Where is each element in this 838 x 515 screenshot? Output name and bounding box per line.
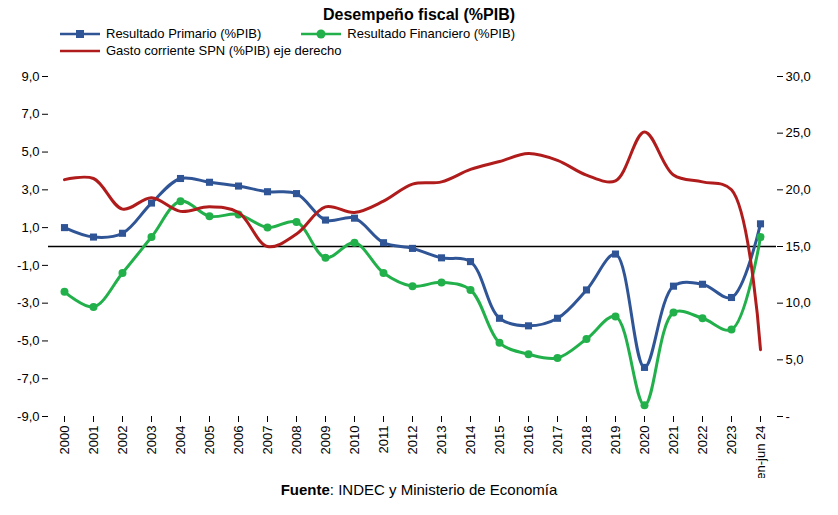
svg-text:2012: 2012 xyxy=(405,426,420,455)
svg-text:-3,0: -3,0 xyxy=(17,295,39,310)
svg-text:-7,0: -7,0 xyxy=(17,371,39,386)
svg-text:2005: 2005 xyxy=(202,426,217,455)
svg-text:2000: 2000 xyxy=(57,426,72,455)
svg-text:2019: 2019 xyxy=(608,426,623,455)
svg-text:10,0: 10,0 xyxy=(786,295,811,310)
svg-text:2002: 2002 xyxy=(115,426,130,455)
svg-text:15,0: 15,0 xyxy=(786,239,811,254)
svg-text:2020: 2020 xyxy=(637,426,652,455)
svg-text:2010: 2010 xyxy=(347,426,362,455)
svg-text:2015: 2015 xyxy=(492,426,507,455)
svg-text:2006: 2006 xyxy=(231,426,246,455)
html-text:Desempeño fiscal (%PIB): Desempeño fiscal (%PIB) xyxy=(323,6,515,23)
svg-text:2004: 2004 xyxy=(173,426,188,455)
svg-text:9,0: 9,0 xyxy=(21,69,39,84)
svg-text:2018: 2018 xyxy=(579,426,594,455)
svg-text:25,0: 25,0 xyxy=(786,125,811,140)
svg-text:2001: 2001 xyxy=(86,426,101,455)
svg-text:en-jun 24: en-jun 24 xyxy=(753,426,768,479)
svg-text:7,0: 7,0 xyxy=(21,106,39,121)
html-text:Gasto corriente SPN (%PIB) eje: Gasto corriente SPN (%PIB) eje derecho xyxy=(106,43,342,58)
svg-text:5,0: 5,0 xyxy=(786,352,804,367)
svg-text:2008: 2008 xyxy=(289,426,304,455)
svg-text:5,0: 5,0 xyxy=(21,144,39,159)
svg-text:2014: 2014 xyxy=(463,426,478,455)
svg-text:2022: 2022 xyxy=(695,426,710,455)
html-text:Resultado Primario (%PIB): Resultado Primario (%PIB) xyxy=(106,26,262,41)
svg-text:-9,0: -9,0 xyxy=(17,409,39,424)
svg-text:2009: 2009 xyxy=(318,426,333,455)
svg-text:2003: 2003 xyxy=(144,426,159,455)
svg-text:2013: 2013 xyxy=(434,426,449,455)
svg-text:30,0: 30,0 xyxy=(786,69,811,84)
svg-text:2016: 2016 xyxy=(521,426,536,455)
svg-text:20,0: 20,0 xyxy=(786,182,811,197)
svg-text:3,0: 3,0 xyxy=(21,182,39,197)
html-text:Resultado Financiero (%PIB): Resultado Financiero (%PIB) xyxy=(347,26,515,41)
svg-text:-: - xyxy=(786,409,790,424)
svg-text:-5,0: -5,0 xyxy=(17,333,39,348)
svg-text:1,0: 1,0 xyxy=(21,220,39,235)
svg-text:2017: 2017 xyxy=(550,426,565,455)
html-text:Fuente: INDEC y Ministerio de: Fuente: INDEC y Ministerio de Economía xyxy=(280,481,558,498)
svg-text:-1,0: -1,0 xyxy=(17,258,39,273)
svg-text:2021: 2021 xyxy=(666,426,681,455)
svg-text:2007: 2007 xyxy=(260,426,275,455)
svg-text:2011: 2011 xyxy=(376,426,391,454)
svg-text:2023: 2023 xyxy=(724,426,739,455)
